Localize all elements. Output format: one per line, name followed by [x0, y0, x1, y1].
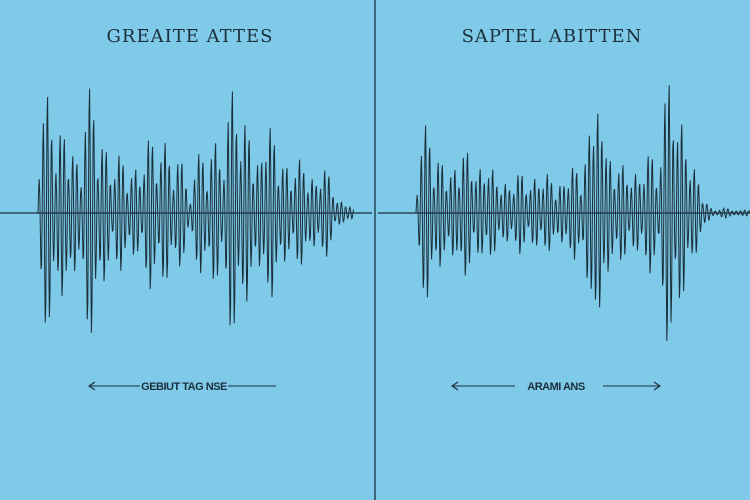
- waveform: [415, 85, 750, 341]
- arrowhead: [653, 381, 661, 391]
- arrowhead: [451, 381, 459, 391]
- arrowhead: [88, 381, 96, 391]
- panel-title: GREAITE ATTES: [107, 26, 274, 47]
- arrows: [88, 381, 661, 391]
- waveform: [37, 88, 355, 333]
- caption: GEBIUT TAG NSE: [141, 381, 227, 393]
- caption: ARAMI ANS: [527, 381, 585, 393]
- panel-title: SAPTEL ABITTEN: [462, 26, 643, 47]
